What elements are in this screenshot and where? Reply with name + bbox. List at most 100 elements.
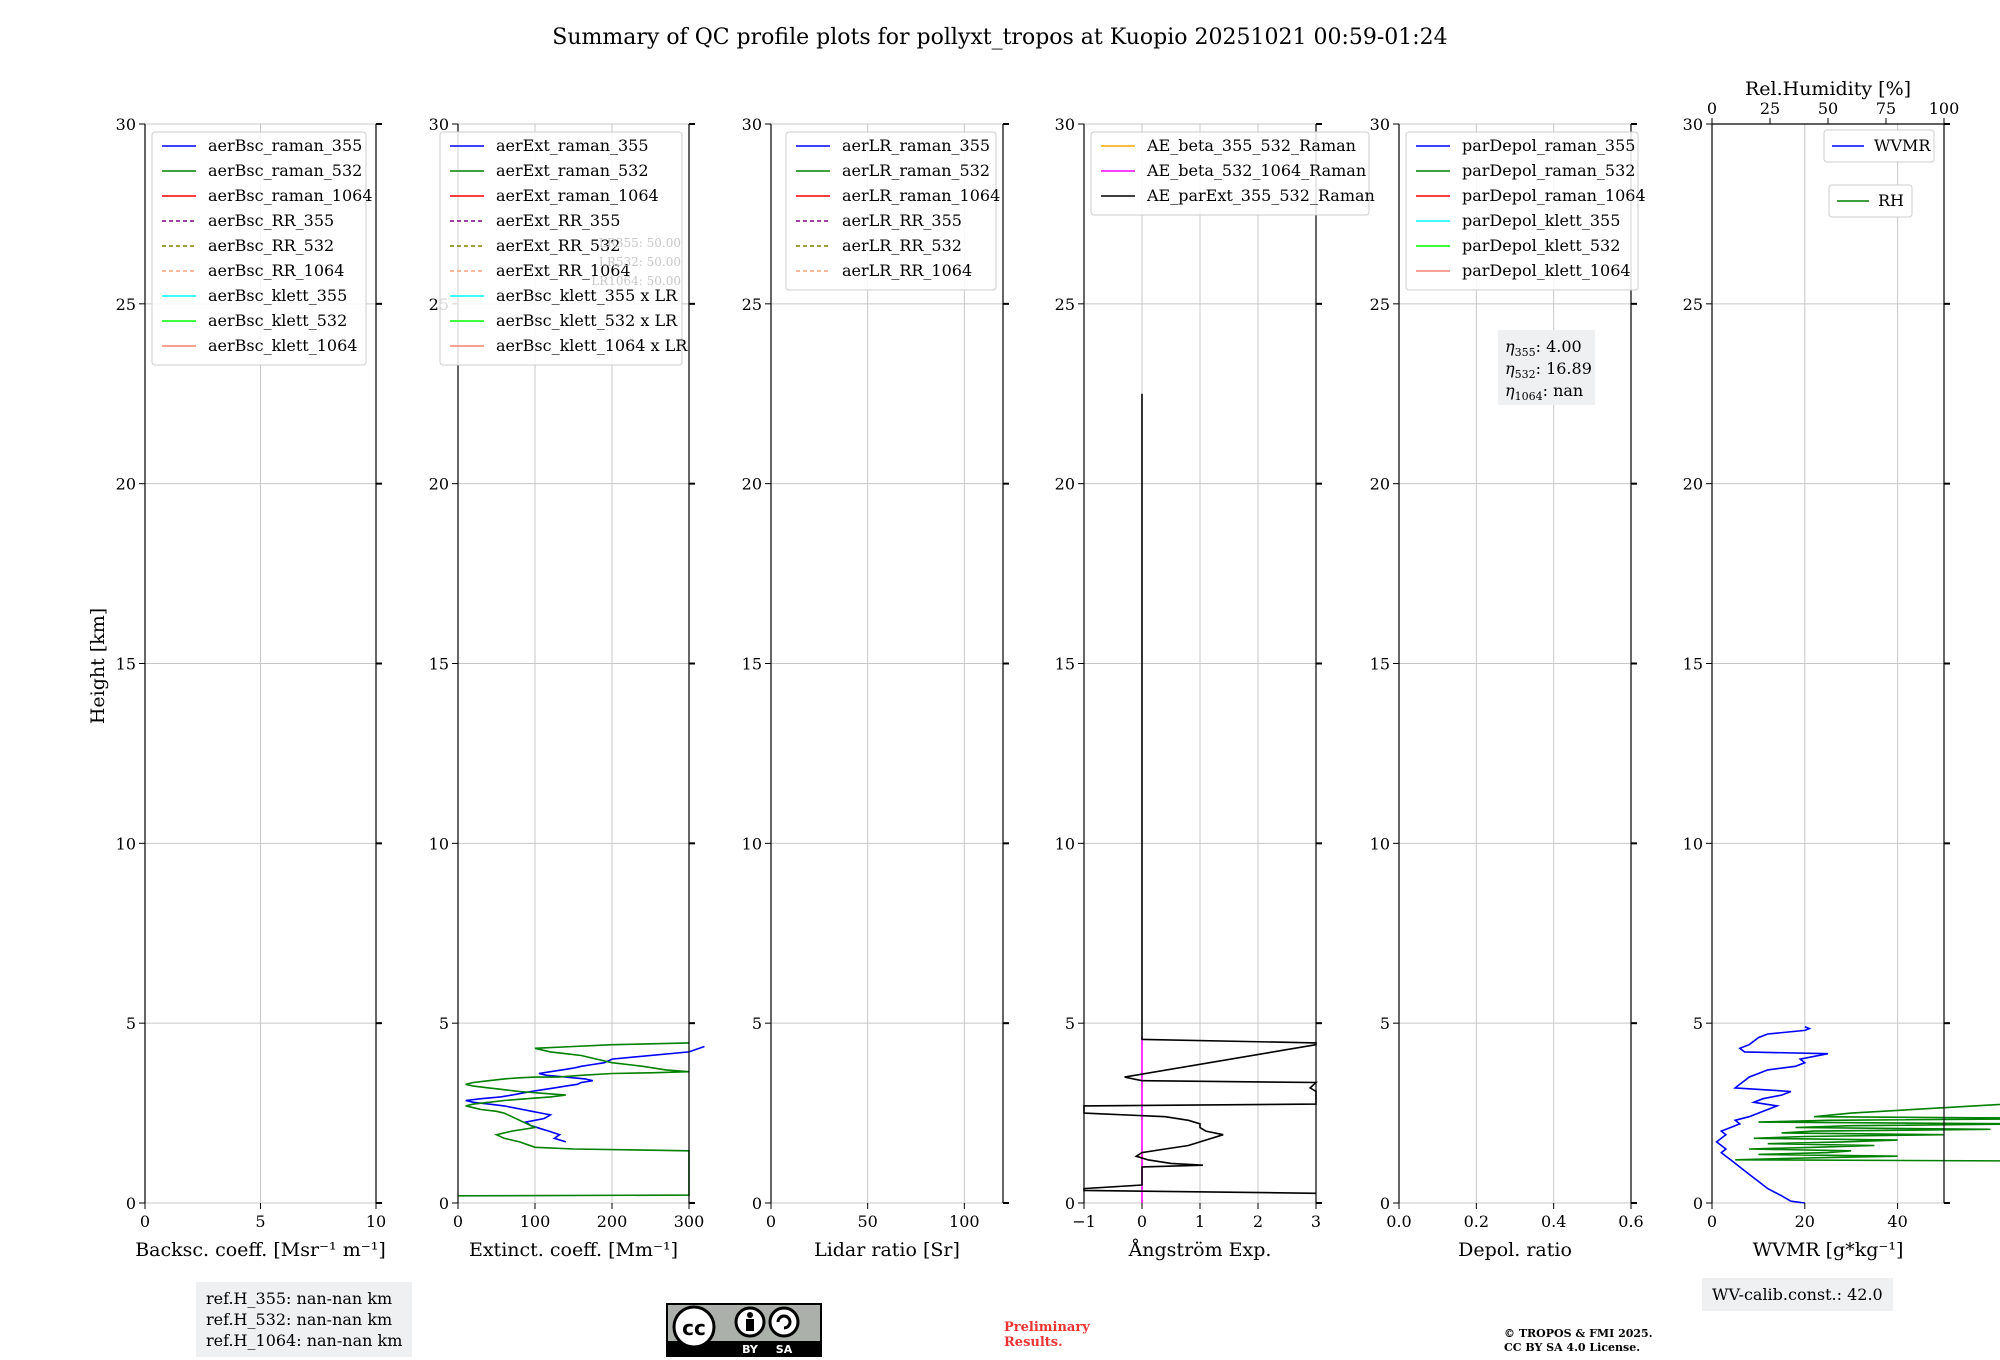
legend-label: aerBsc_klett_532 x LR — [496, 311, 678, 330]
x-tick-label: 0 — [1137, 1212, 1147, 1231]
legend-label: aerBsc_RR_355 — [208, 211, 334, 230]
legend-box — [1828, 184, 1913, 218]
x-tick-label: 0.0 — [1386, 1212, 1411, 1231]
x-tick-label: 10 — [366, 1212, 386, 1231]
legend-label: aerLR_raman_1064 — [842, 186, 1000, 205]
legend-label: aerLR_raman_532 — [842, 161, 990, 180]
y-tick-label: 15 — [1370, 655, 1390, 674]
legend-label: WVMR — [1874, 136, 1931, 155]
refh-532: ref.H_532: nan-nan km — [206, 1310, 393, 1329]
x-tick-label: 5 — [255, 1212, 265, 1231]
copyright-note: © TROPOS & FMI 2025. CC BY SA 4.0 Licens… — [1504, 1327, 1653, 1355]
figure-title: Summary of QC profile plots for pollyxt_… — [552, 25, 1447, 50]
y-tick-label: 5 — [1693, 1014, 1703, 1033]
y-tick-label: 0 — [439, 1194, 449, 1213]
legend-label: aerExt_raman_532 — [496, 161, 649, 180]
x-tick-label: 1 — [1195, 1212, 1205, 1231]
y-tick-label: 10 — [116, 834, 136, 853]
lidar-ratio-annotation: LR532: 50.00 — [599, 255, 681, 269]
x-tick-label: 20 — [1795, 1212, 1815, 1231]
x-axis-label: Backsc. coeff. [Msr⁻¹ m⁻¹] — [135, 1239, 386, 1261]
x-axis-label: WVMR [g*kg⁻¹] — [1753, 1239, 1904, 1261]
y-tick-label: 0 — [752, 1194, 762, 1213]
y-tick-label: 15 — [742, 655, 762, 674]
x-top-tick-label: 75 — [1876, 99, 1896, 118]
legend-box — [785, 131, 997, 291]
eta-box — [1498, 330, 1595, 405]
copyright-line-2: CC BY SA 4.0 License. — [1504, 1341, 1641, 1354]
y-tick-label: 15 — [1055, 655, 1075, 674]
eta-value: η1064: nan — [1505, 381, 1583, 403]
legend-box — [1823, 129, 1935, 163]
series-line-aerExt_raman_532 — [457, 1042, 690, 1197]
y-tick-label: 30 — [742, 115, 762, 134]
y-tick-label: 25 — [1370, 295, 1390, 314]
legend-label: aerBsc_klett_1064 — [208, 336, 357, 355]
copyright-line-1: © TROPOS & FMI 2025. — [1504, 1327, 1653, 1340]
legend-label: aerBsc_klett_355 — [208, 286, 347, 305]
legend-label: parDepol_raman_1064 — [1462, 186, 1646, 205]
y-tick-label: 15 — [116, 655, 136, 674]
preliminary-results-note: Preliminary Results. — [1004, 1320, 1090, 1350]
cc-badge-sa: SA — [776, 1343, 793, 1356]
x-tick-label: 0 — [766, 1212, 776, 1231]
y-tick-label: 15 — [1683, 655, 1703, 674]
y-tick-label: 20 — [1370, 475, 1390, 494]
x-top-tick-label: 100 — [1929, 99, 1960, 118]
legend-label: aerExt_raman_355 — [496, 136, 649, 155]
x-tick-label: 0 — [1707, 1212, 1717, 1231]
eta-value: η355: 4.00 — [1505, 337, 1582, 359]
legend-label: aerLR_RR_1064 — [842, 261, 972, 280]
legend-label: parDepol_klett_532 — [1462, 236, 1620, 255]
x-top-tick-label: 25 — [1760, 99, 1780, 118]
legend-label: aerBsc_RR_1064 — [208, 261, 344, 280]
x-tick-label: −1 — [1072, 1212, 1096, 1231]
x-tick-label: 100 — [520, 1212, 551, 1231]
y-tick-label: 5 — [1065, 1014, 1075, 1033]
lidar-ratio-annotation: LR1064: 50.00 — [591, 274, 681, 288]
lidar-ratio-annotation: LR355: 50.00 — [599, 236, 681, 250]
legend-label: aerLR_RR_532 — [842, 236, 962, 255]
refh-355: ref.H_355: nan-nan km — [206, 1289, 393, 1308]
y-tick-label: 30 — [1055, 115, 1075, 134]
cc-badge-cc: cc — [682, 1316, 706, 1340]
y-tick-label: 30 — [116, 115, 136, 134]
legend-label: parDepol_klett_1064 — [1462, 261, 1631, 280]
legend-label: aerBsc_raman_355 — [208, 136, 362, 155]
legend-label: aerBsc_RR_532 — [208, 236, 334, 255]
x-tick-label: 40 — [1887, 1212, 1907, 1231]
panel-lidar_ratio: 0 5 10 15 20 25 30 0 50 100 Lidar ratio [Sr] aerLR_… — [742, 115, 1009, 1261]
legend-label: aerExt_RR_532 — [496, 236, 620, 255]
x-tick-label: 3 — [1311, 1212, 1321, 1231]
x-tick-label: 0.4 — [1541, 1212, 1566, 1231]
x-tick-label: 0 — [453, 1212, 463, 1231]
x-top-axis-label: Rel.Humidity [%] — [1745, 78, 1911, 100]
legend-label: aerBsc_klett_1064 x LR — [496, 336, 688, 355]
series-line-RH — [1735, 1103, 2000, 1162]
y-tick-label: 10 — [429, 834, 449, 853]
legend-box — [439, 131, 683, 366]
legend-box — [151, 131, 367, 366]
legend-label: parDepol_raman_532 — [1462, 161, 1635, 180]
legend-label: aerExt_RR_1064 — [496, 261, 631, 280]
series-line-WVMR — [1715, 1026, 1829, 1204]
x-tick-label: 0.6 — [1618, 1212, 1643, 1231]
y-tick-label: 20 — [742, 475, 762, 494]
y-tick-label: 25 — [1055, 295, 1075, 314]
y-tick-label: 20 — [1683, 475, 1703, 494]
series-line-aerExt_raman_355 — [465, 1045, 705, 1143]
wv-calibration-box: WV-calib.const.: 42.0 — [1702, 1278, 1893, 1311]
x-tick-label: 0 — [140, 1212, 150, 1231]
y-tick-label: 5 — [1380, 1014, 1390, 1033]
y-tick-label: 20 — [116, 475, 136, 494]
cc-license-badge: cc BY SA — [666, 1303, 822, 1357]
x-tick-label: 0.2 — [1464, 1212, 1489, 1231]
y-tick-label: 0 — [126, 1194, 136, 1213]
y-tick-label: 5 — [752, 1014, 762, 1033]
x-tick-label: 2 — [1253, 1212, 1263, 1231]
y-tick-label: 10 — [1055, 834, 1075, 853]
y-tick-label: 20 — [1055, 475, 1075, 494]
